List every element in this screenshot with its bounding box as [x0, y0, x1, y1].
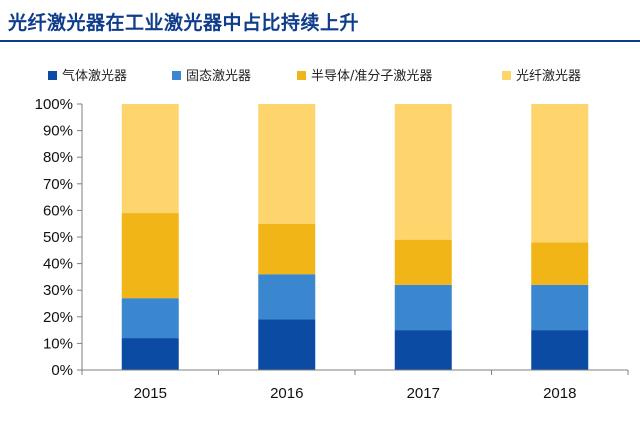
- y-tick-label: 90%: [43, 123, 73, 140]
- bar-segment: [394, 239, 452, 285]
- x-tick-label: 2017: [407, 385, 440, 402]
- bar-segment: [531, 242, 589, 285]
- bar-segment: [394, 104, 452, 240]
- bar-segment: [531, 330, 589, 370]
- y-tick-label: 80%: [43, 149, 73, 166]
- bar-segment: [531, 284, 589, 331]
- y-tick-label: 60%: [43, 202, 73, 219]
- bar-segment: [121, 338, 179, 370]
- y-tick-label: 40%: [43, 256, 73, 273]
- y-tick-label: 20%: [43, 309, 73, 326]
- x-tick-label: 2016: [270, 385, 303, 402]
- legend-label: 光纤激光器: [516, 69, 581, 84]
- legend-swatch: [48, 71, 57, 80]
- y-tick-label: 30%: [43, 282, 73, 299]
- legend-label: 固态激光器: [186, 69, 251, 84]
- y-tick-label: 10%: [43, 335, 73, 352]
- legend-swatch: [297, 71, 306, 80]
- bar-segment: [121, 298, 179, 339]
- y-tick-label: 0%: [51, 362, 73, 379]
- bar-segment: [121, 213, 179, 299]
- bar-segment: [394, 330, 452, 370]
- y-tick-label: 70%: [43, 176, 73, 193]
- bar-segment: [258, 319, 316, 370]
- x-tick-label: 2018: [543, 385, 576, 402]
- chart-title: 光纤激光器在工业激光器中占比持续上升: [8, 12, 360, 34]
- legend-label: 半导体/准分子激光器: [311, 69, 432, 84]
- bar-segment: [121, 104, 179, 214]
- bar-segment: [258, 274, 316, 320]
- legend: 气体激光器 固态激光器 半导体/准分子激光器 光纤激光器: [48, 68, 581, 84]
- x-tick-label: 2015: [134, 385, 167, 402]
- bar-segment: [531, 104, 589, 243]
- legend-swatch: [172, 71, 181, 80]
- y-tick-label: 100%: [35, 96, 73, 113]
- legend-label: 气体激光器: [62, 68, 127, 84]
- bars: [121, 104, 589, 370]
- y-tick-label: 50%: [43, 229, 73, 246]
- legend-swatch: [502, 71, 511, 80]
- axes: 0% 10% 20% 30% 40% 50% 60% 70% 80% 90% 100% 2015 201…: [35, 96, 629, 402]
- title-underline: [0, 40, 640, 42]
- bar-segment: [394, 284, 452, 331]
- bar-segment: [258, 104, 316, 224]
- bar-segment: [258, 223, 316, 275]
